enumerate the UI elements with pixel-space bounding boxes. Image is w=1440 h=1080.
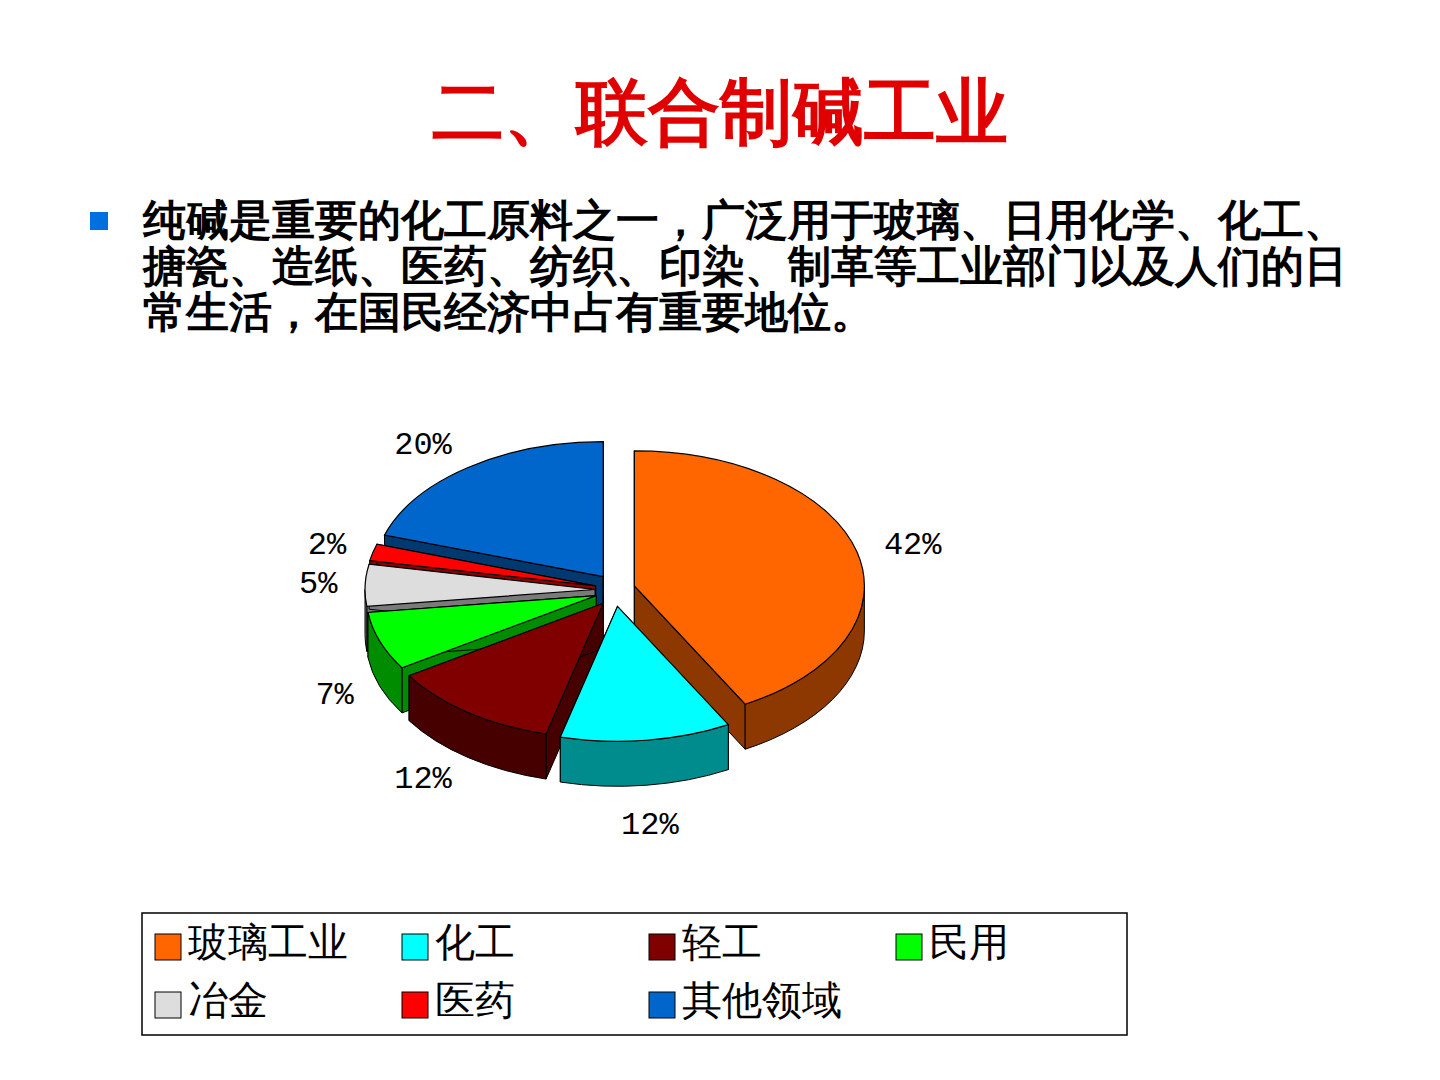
legend-swatch [155, 992, 181, 1018]
chart: 42% 12% 12% 7% 5%2% 20% 玻璃工业 化工 轻工 民用冶金 医药 其他领域 [0, 0, 1440, 1080]
legend-frame [142, 913, 1127, 1035]
slice-top [560, 606, 728, 741]
legend-label: 冶金 [188, 978, 268, 1023]
slide-text: 纯碱是重要的化工原料之一，广泛用于玻璃、日用化学、化工、搪瓷、造纸、医药、纺织、… [143, 198, 1348, 336]
bullet [90, 212, 108, 230]
legend-label: 其他领域 [682, 978, 842, 1023]
pie [365, 442, 864, 787]
data-label: 20% [394, 427, 452, 464]
slide-title: 二、联合制碱工业 [0, 68, 1440, 158]
data-label: 2% [308, 527, 347, 564]
legend-label: 民用 [929, 920, 1009, 965]
legend-swatch [402, 992, 428, 1018]
legend-label: 医药 [435, 978, 515, 1023]
legend-label: 化工 [435, 920, 515, 965]
legend-swatch [155, 934, 181, 960]
data-label: 12% [621, 807, 679, 844]
legend-label: 轻工 [682, 920, 762, 965]
legend-swatch [649, 992, 675, 1018]
legend-swatch [896, 934, 922, 960]
data-label: 7% [315, 677, 354, 714]
legend: 玻璃工业 化工 轻工 民用冶金 医药 其他领域 [142, 913, 1127, 1035]
legend-swatch [402, 934, 428, 960]
legend-label: 玻璃工业 [188, 920, 348, 965]
legend-swatch [649, 934, 675, 960]
data-label: 12% [394, 761, 452, 798]
data-label: 42% [884, 527, 942, 564]
slice [560, 606, 728, 786]
data-label: 5% [299, 566, 338, 603]
